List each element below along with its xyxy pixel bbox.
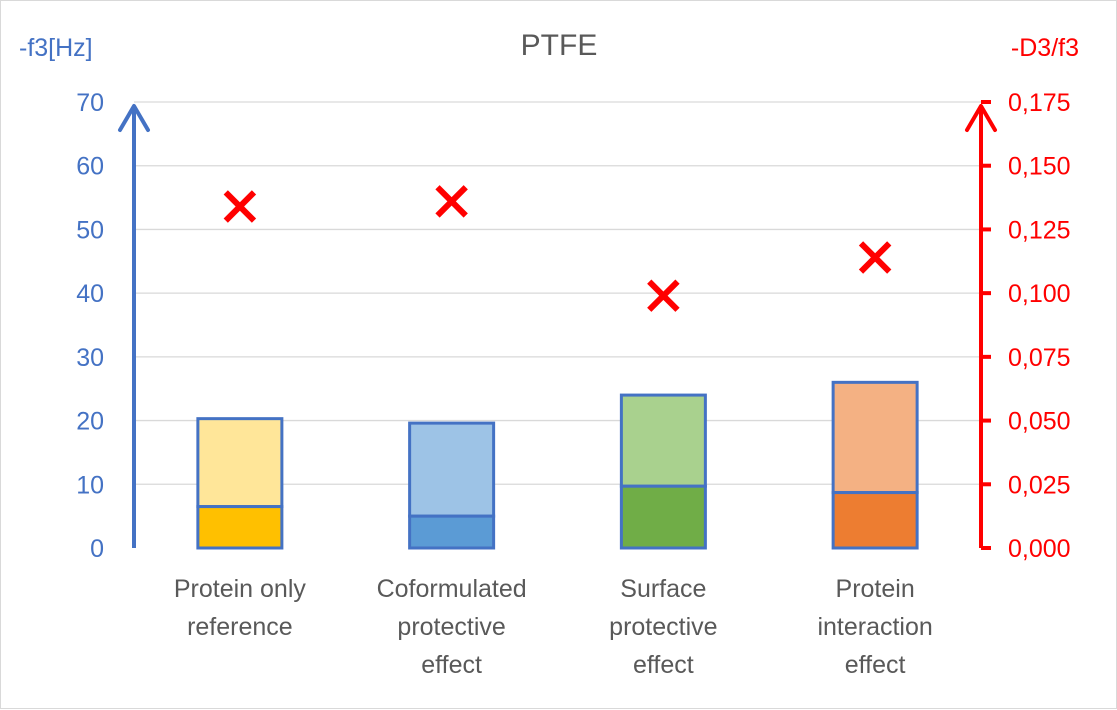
bar-upper-segment (408, 421, 496, 518)
right-tick-label: 0,050 (1008, 408, 1071, 436)
right-tick-label: 0,150 (1008, 153, 1071, 181)
category-label-line: effect (421, 651, 482, 679)
category-label-line: protective (609, 613, 717, 641)
ratio-marker-stroke (858, 241, 892, 274)
bars (196, 380, 919, 550)
category-labels: Protein only reference Coformulated protect… (174, 575, 933, 679)
right-axis-arrow (965, 104, 997, 132)
category-label-line: effect (633, 651, 694, 679)
left-tick-label: 60 (76, 153, 104, 181)
category-label-line: protective (397, 613, 505, 641)
left-tick-label: 20 (76, 408, 104, 436)
right-axis-label: -D3/f3 (1011, 34, 1079, 62)
bar-lower-segment (831, 491, 919, 550)
category-label: Protein only reference (174, 575, 307, 641)
right-tick-label: 0,075 (1008, 344, 1071, 372)
right-tick-label: 0,100 (1008, 280, 1071, 308)
category-label: Coformulated protective effect (377, 575, 527, 679)
category-label: Surface protective effect (609, 575, 717, 679)
bar-lower-segment (408, 514, 496, 550)
category-label-line: interaction (817, 613, 932, 641)
ratio-markers (223, 185, 892, 312)
category-label-line: Surface (620, 575, 706, 603)
ratio-marker (435, 185, 468, 218)
bar-upper-segment (196, 417, 284, 509)
left-tick-label: 40 (76, 280, 104, 308)
right-tick-label: 0,025 (1008, 471, 1071, 499)
tick-labels: 0 0,000 10 0,025 20 0,050 30 0,075 40 0,100 50 0,12… (76, 89, 1070, 563)
left-tick-label: 30 (76, 344, 104, 372)
ratio-marker-stroke (223, 190, 257, 223)
category-label: Protein interaction effect (817, 575, 932, 679)
right-tick-label: 0,000 (1008, 535, 1071, 563)
ratio-marker-stroke (647, 279, 680, 312)
bar-upper-segment (831, 380, 919, 495)
chart-title: PTFE (521, 29, 598, 62)
left-tick-label: 10 (76, 471, 104, 499)
right-tick-label: 0,175 (1008, 89, 1071, 117)
bar-lower-segment (619, 484, 707, 550)
category-label-line: Protein only (174, 575, 307, 603)
right-tick-label: 0,125 (1008, 216, 1071, 244)
ratio-marker (223, 190, 257, 223)
left-axis-label: -f3[Hz] (19, 34, 93, 62)
category-label-line: Protein (836, 575, 915, 603)
bar-upper-segment (619, 393, 707, 488)
axes (118, 100, 997, 550)
ratio-marker (647, 279, 680, 312)
category-label-line: reference (187, 613, 293, 641)
bar-lower-segment (196, 505, 284, 550)
left-tick-label: 0 (90, 535, 104, 563)
ratio-marker (858, 241, 892, 274)
left-axis-arrow (118, 104, 150, 132)
category-label-line: Coformulated (377, 575, 527, 603)
left-tick-label: 70 (76, 89, 104, 117)
left-tick-label: 50 (76, 216, 104, 244)
category-label-line: effect (845, 651, 906, 679)
ratio-marker-stroke (435, 185, 468, 218)
